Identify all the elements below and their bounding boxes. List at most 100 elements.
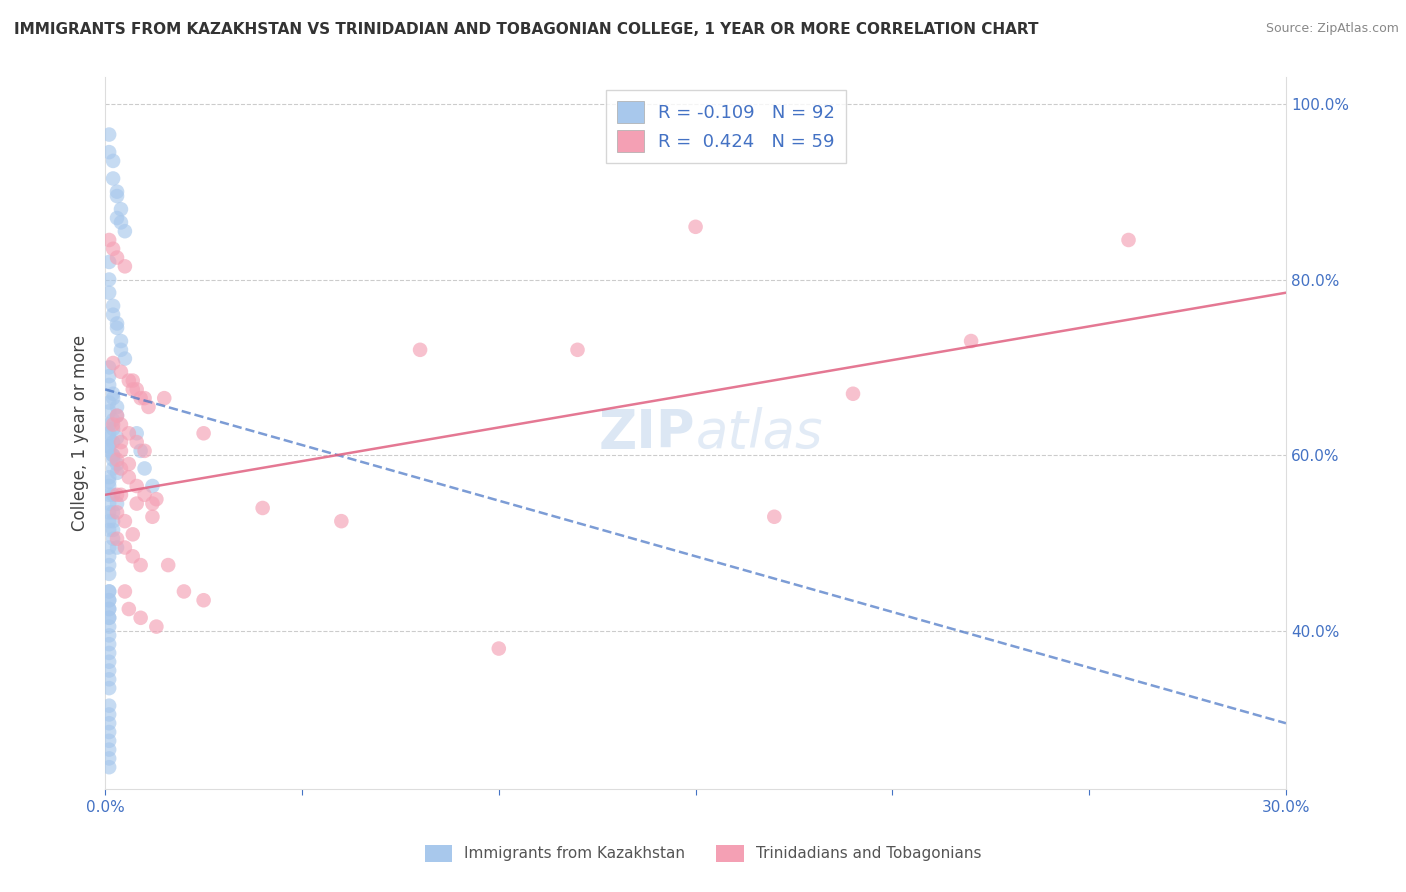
Point	[121, 549, 143, 564]
Point	[105, 189, 128, 203]
Point	[141, 509, 163, 524]
Point	[98, 760, 121, 774]
Point	[98, 378, 121, 392]
Point	[121, 527, 143, 541]
Point	[153, 391, 176, 405]
Point	[105, 431, 128, 445]
Point	[98, 593, 121, 607]
Point	[98, 619, 121, 633]
Point	[121, 383, 143, 397]
Point	[134, 461, 156, 475]
Point	[98, 673, 121, 687]
Point	[98, 431, 121, 445]
Point	[98, 440, 121, 454]
Point	[101, 435, 124, 450]
Y-axis label: College, 1 year or more: College, 1 year or more	[72, 335, 89, 532]
Point	[98, 664, 121, 678]
Point	[98, 628, 121, 642]
Point	[101, 308, 124, 322]
Point	[101, 356, 124, 370]
Point	[110, 365, 132, 379]
Point	[145, 619, 167, 633]
Point	[842, 386, 865, 401]
Point	[105, 532, 128, 546]
Point	[101, 461, 124, 475]
Point	[145, 492, 167, 507]
Point	[141, 497, 163, 511]
Point	[101, 505, 124, 519]
Point	[125, 426, 148, 441]
Point	[101, 532, 124, 546]
Point	[125, 479, 148, 493]
Point	[98, 255, 121, 269]
Point	[129, 443, 152, 458]
Point	[98, 233, 121, 247]
Point	[118, 470, 141, 484]
Point	[125, 497, 148, 511]
Point	[98, 646, 121, 660]
Legend: R = -0.109   N = 92, R =  0.424   N = 59: R = -0.109 N = 92, R = 0.424 N = 59	[606, 90, 846, 163]
Point	[101, 452, 124, 467]
Point	[98, 440, 121, 454]
Point	[101, 523, 124, 537]
Text: Source: ZipAtlas.com: Source: ZipAtlas.com	[1265, 22, 1399, 36]
Point	[98, 707, 121, 722]
Point	[98, 681, 121, 695]
Point	[98, 497, 121, 511]
Point	[101, 514, 124, 528]
Point	[110, 417, 132, 432]
Point	[98, 611, 121, 625]
Text: atlas: atlas	[696, 408, 823, 459]
Point	[101, 386, 124, 401]
Point	[409, 343, 432, 357]
Point	[98, 470, 121, 484]
Point	[98, 716, 121, 731]
Point	[105, 466, 128, 480]
Point	[98, 523, 121, 537]
Point	[685, 219, 707, 234]
Point	[98, 426, 121, 441]
Point	[1118, 233, 1140, 247]
Point	[98, 479, 121, 493]
Point	[105, 400, 128, 414]
Point	[98, 541, 121, 555]
Point	[105, 505, 128, 519]
Point	[105, 409, 128, 423]
Point	[330, 514, 353, 528]
Point	[98, 285, 121, 300]
Point	[101, 242, 124, 256]
Point	[134, 443, 156, 458]
Point	[98, 360, 121, 375]
Point	[98, 584, 121, 599]
Point	[98, 566, 121, 581]
Point	[98, 514, 121, 528]
Point	[98, 725, 121, 739]
Point	[129, 391, 152, 405]
Point	[105, 488, 128, 502]
Point	[110, 202, 132, 217]
Point	[98, 488, 121, 502]
Point	[125, 435, 148, 450]
Point	[98, 602, 121, 616]
Point	[114, 224, 136, 238]
Point	[105, 211, 128, 225]
Point	[118, 457, 141, 471]
Point	[98, 549, 121, 564]
Point	[98, 369, 121, 384]
Point	[98, 655, 121, 669]
Point	[98, 637, 121, 651]
Point	[125, 383, 148, 397]
Point	[488, 641, 510, 656]
Point	[105, 409, 128, 423]
Point	[105, 497, 128, 511]
Point	[105, 251, 128, 265]
Point	[173, 584, 195, 599]
Point	[105, 317, 128, 331]
Point	[98, 272, 121, 286]
Point	[157, 558, 180, 573]
Point	[98, 558, 121, 573]
Point	[105, 185, 128, 199]
Point	[98, 404, 121, 418]
Legend: Immigrants from Kazakhstan, Trinidadians and Tobagonians: Immigrants from Kazakhstan, Trinidadians…	[419, 838, 987, 868]
Point	[101, 417, 124, 432]
